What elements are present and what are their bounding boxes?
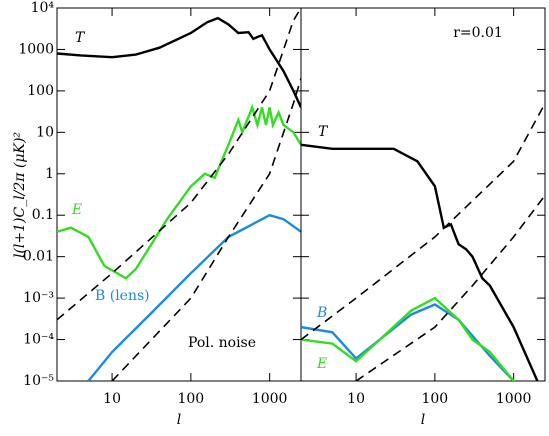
annotation: r=0.01	[453, 25, 503, 41]
noise-curve	[301, 103, 545, 341]
x-axis-label: l	[421, 412, 425, 428]
y-tick-label: 100	[27, 83, 54, 99]
y-tick-label: 0.1	[32, 207, 54, 223]
y-tick-label: 10⁴	[31, 0, 55, 16]
curve-label: Pol. noise	[188, 335, 256, 351]
x-axis-label: l	[177, 412, 181, 428]
curve-label: T	[318, 124, 329, 140]
y-tick-label: 10⁻³	[23, 290, 54, 306]
y-tick-label: 1	[45, 166, 54, 182]
y-tick-label: 10	[36, 124, 54, 140]
noise-curve	[355, 194, 545, 381]
x-tick-label: 10	[103, 391, 121, 407]
y-tick-label: 1000	[18, 41, 54, 57]
y-axis-label: l(l+1)C_l/2π (μK)²	[12, 132, 28, 258]
x-tick-label: 100	[177, 391, 204, 407]
curve-label: E	[71, 202, 82, 218]
x-tick-label: 100	[421, 391, 448, 407]
spectrum-curve	[57, 103, 301, 280]
noise-curve	[57, 8, 301, 321]
y-tick-label: 0.01	[23, 249, 54, 265]
y-tick-label: 10⁻⁵	[23, 373, 54, 389]
spectrum-curve	[301, 296, 515, 381]
spectrum-curve	[57, 16, 301, 108]
spectrum-curve	[301, 143, 539, 381]
x-tick-label: 1000	[252, 391, 288, 407]
plot-frame	[300, 7, 546, 382]
curve-label: T	[75, 30, 86, 46]
curve-label: B (lens)	[95, 288, 150, 304]
x-tick-label: 1000	[496, 391, 532, 407]
y-tick-label: 10⁻⁴	[23, 332, 54, 348]
curve-label: B	[316, 305, 327, 321]
curve-label: E	[316, 356, 327, 372]
plot-frame	[56, 7, 302, 382]
x-tick-label: 10	[347, 391, 365, 407]
noise-curve	[111, 78, 301, 381]
